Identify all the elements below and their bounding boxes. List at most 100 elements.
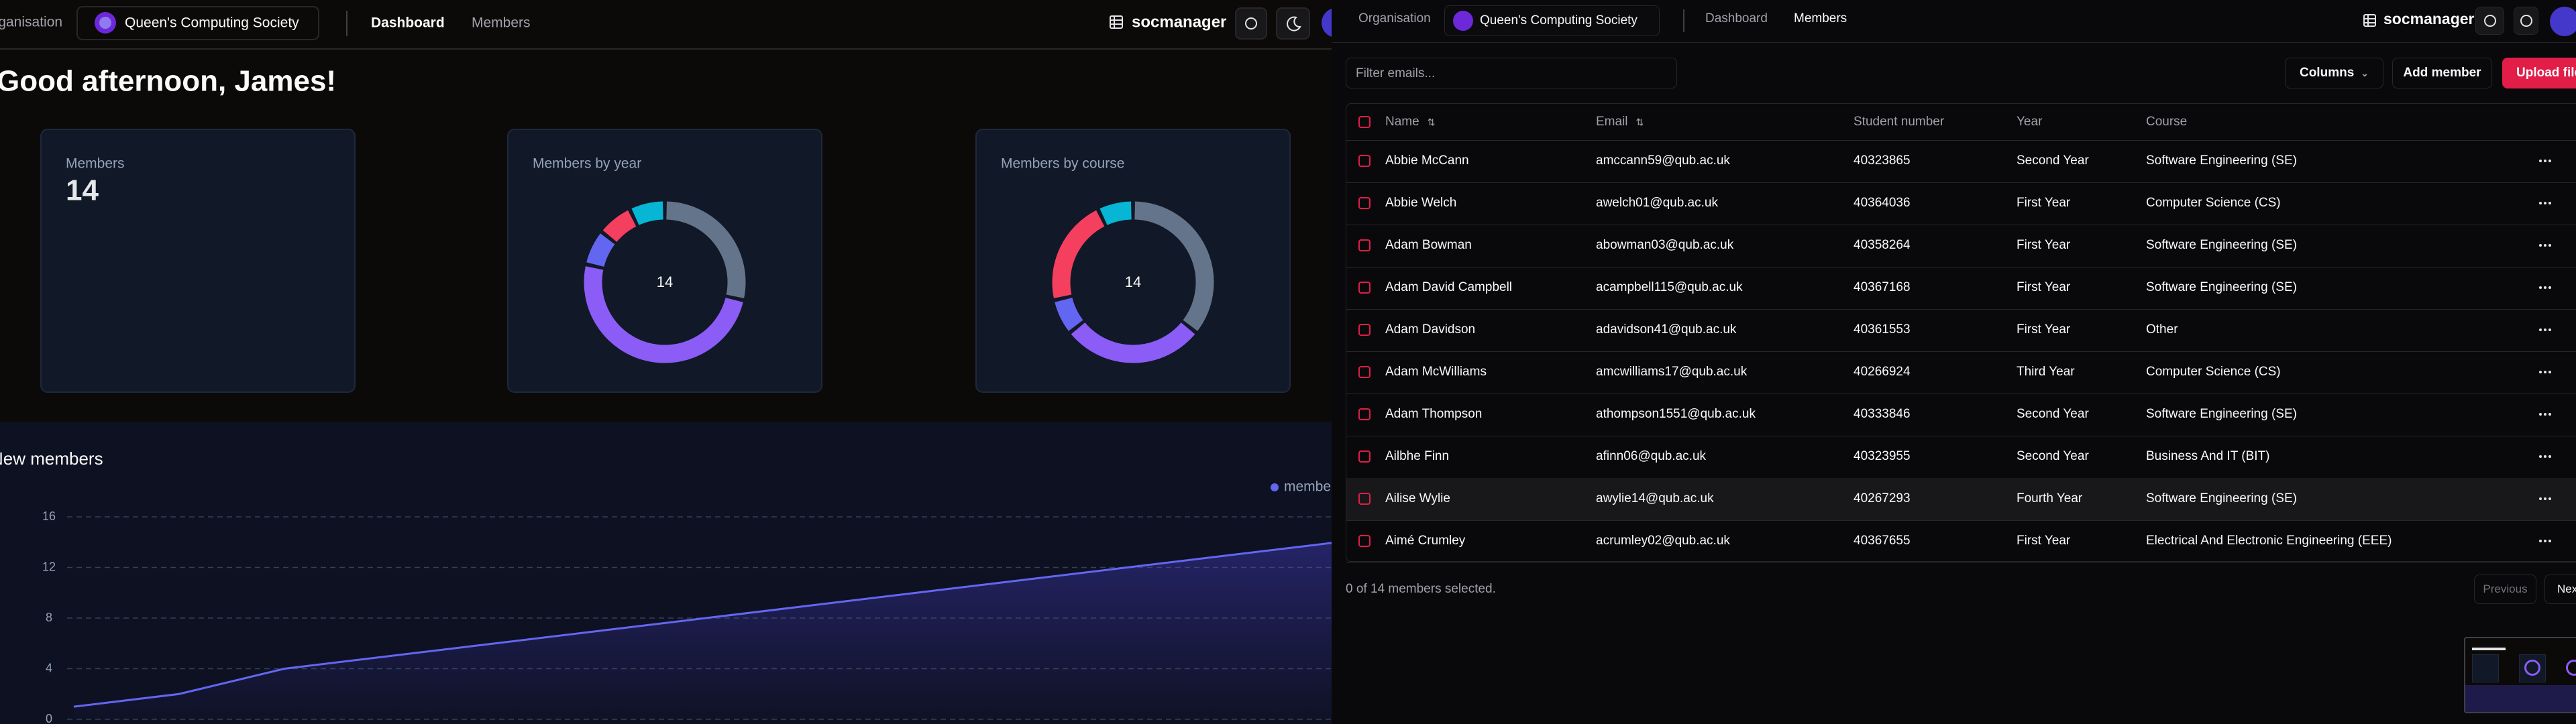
table-cell: Adam David Campbell	[1385, 280, 1513, 294]
checkbox[interactable]	[1358, 408, 1371, 420]
placeholder: Filter emails...	[1356, 66, 1436, 80]
stat-card	[40, 129, 356, 393]
table-cell: Software Engineering (SE)	[2146, 280, 2297, 294]
table-cell: Second Year	[2017, 407, 2089, 421]
nav-link[interactable]: Members	[1794, 11, 1847, 25]
header-label: Year	[2017, 115, 2043, 129]
table-row[interactable]: Adam McWilliams amcwilliams17@qub.ac.uk 40…	[1346, 351, 2576, 394]
add-member-button[interactable]: Add member	[2392, 58, 2492, 88]
nav-link[interactable]: Dashboard	[1705, 11, 1768, 25]
donut-segment[interactable]	[586, 233, 615, 267]
preview-thumbnail[interactable]	[2464, 637, 2576, 713]
row-actions[interactable]	[2539, 202, 2551, 204]
checkbox[interactable]	[1358, 155, 1371, 167]
row-actions[interactable]	[2539, 286, 2551, 289]
row-actions[interactable]	[2539, 371, 2551, 373]
donut-segment[interactable]	[602, 210, 637, 243]
checkbox[interactable]	[1358, 197, 1371, 209]
previous-button[interactable]: Previous	[2474, 575, 2536, 604]
table-row[interactable]: Abbie McCann amccann59@qub.ac.uk 40323865 S…	[1346, 140, 2576, 183]
table-cell: Adam Bowman	[1385, 238, 1472, 252]
row-actions[interactable]	[2539, 497, 2551, 500]
table-cell: First Year	[2017, 238, 2071, 252]
header-label: Student number	[1854, 115, 1945, 129]
columns-button[interactable]: Columns ⌄	[2285, 58, 2383, 88]
row-actions[interactable]	[2539, 413, 2551, 416]
checkbox[interactable]	[1358, 366, 1371, 378]
checkbox[interactable]	[1358, 450, 1371, 463]
table-cell: Electrical And Electronic Engineering (E…	[2146, 534, 2392, 548]
table-row[interactable]: Adam David Campbell acampbell115@qub.ac.u…	[1346, 267, 2576, 310]
table-row[interactable]: Aimé Crumley acrumley02@qub.ac.uk 40367655…	[1346, 520, 2576, 563]
theme-icon	[2520, 15, 2532, 27]
next-button[interactable]: Next	[2544, 575, 2576, 604]
row-actions[interactable]	[2539, 455, 2551, 458]
table-row[interactable]: Abbie Welch awelch01@qub.ac.uk 40364036 Fir…	[1346, 182, 2576, 225]
nav-link[interactable]: Dashboard	[371, 15, 445, 31]
column-header: Year	[2017, 114, 2042, 130]
filter-input[interactable]: Filter emails...	[1346, 58, 1677, 88]
row-actions[interactable]	[2539, 244, 2551, 247]
society-avatar-inner	[99, 17, 111, 29]
upload-button[interactable]: Upload file	[2502, 58, 2576, 88]
area	[74, 542, 1332, 719]
settings-button[interactable]	[1235, 7, 1267, 40]
donut-segment[interactable]	[665, 201, 746, 298]
table-cell: Business And IT (BIT)	[2146, 449, 2270, 463]
dot	[2548, 160, 2551, 162]
column-header[interactable]: Email ⇅	[1596, 114, 1644, 130]
dot	[2539, 286, 2542, 289]
row-actions[interactable]	[2539, 328, 2551, 331]
dot	[2548, 455, 2551, 458]
table-cell: amccann59@qub.ac.uk	[1596, 154, 1730, 168]
checkbox[interactable]	[1358, 535, 1371, 547]
checkbox[interactable]	[1358, 282, 1371, 294]
checkbox[interactable]	[1358, 116, 1371, 128]
donut-segment[interactable]	[1055, 297, 1083, 331]
nav-org[interactable]: Organisation	[0, 15, 62, 30]
column-header[interactable]: Name ⇅	[1385, 114, 1435, 130]
brand[interactable]: socmanager	[1132, 13, 1226, 31]
donut-segment[interactable]	[584, 266, 743, 363]
row-actions[interactable]	[2539, 540, 2551, 542]
table-row[interactable]: Ailise Wylie awylie14@qub.ac.uk 40267293 Fo…	[1346, 478, 2576, 521]
sort-icon: ⇅	[1635, 117, 1644, 127]
nav-org[interactable]: Organisation	[1358, 11, 1431, 25]
nav-link[interactable]: Members	[472, 15, 531, 31]
donut-segment[interactable]	[1099, 201, 1132, 225]
dot	[2544, 371, 2546, 373]
donut-segment[interactable]	[1134, 201, 1214, 331]
society-switcher[interactable]	[76, 6, 319, 40]
user-avatar[interactable]	[1322, 8, 1332, 38]
donut-segment[interactable]	[1052, 210, 1105, 298]
checkbox[interactable]	[1358, 239, 1371, 251]
theme-button[interactable]	[1276, 7, 1310, 40]
members-table: Name ⇅ Email ⇅ Student number Year Course Abbie…	[1346, 103, 2576, 563]
row-actions[interactable]	[2539, 160, 2551, 162]
table-row[interactable]: Adam Thompson athompson1551@qub.ac.uk 4033…	[1346, 394, 2576, 436]
button-label: Next	[2557, 583, 2576, 595]
table-cell: amcwilliams17@qub.ac.uk	[1596, 365, 1748, 379]
donut-segment[interactable]	[1071, 322, 1195, 363]
society-name[interactable]: Queen's Computing Society	[125, 15, 299, 31]
table-row[interactable]: Adam Bowman abowman03@qub.ac.uk 40358264 Fi…	[1346, 225, 2576, 267]
settings-button[interactable]	[2475, 7, 2504, 35]
y-tick-label: 12	[42, 560, 56, 573]
theme-button[interactable]	[2514, 7, 2538, 35]
donut-segment[interactable]	[631, 201, 664, 225]
checkbox[interactable]	[1358, 493, 1371, 505]
table-header: Name ⇅ Email ⇅ Student number Year Course	[1346, 104, 2576, 141]
checkbox[interactable]	[1358, 324, 1371, 336]
brand[interactable]: socmanager	[2383, 10, 2475, 27]
table-cell: 40358264	[1854, 238, 1911, 252]
table-row[interactable]: Adam Davidson adavidson41@qub.ac.uk 403615…	[1346, 309, 2576, 352]
dot	[2548, 413, 2551, 416]
user-avatar[interactable]	[2550, 7, 2576, 36]
dot	[2539, 413, 2542, 416]
table-row[interactable]: Ailbhe Finn afinn06@qub.ac.uk 40323955 Seco…	[1346, 436, 2576, 479]
table-cell: Ailise Wylie	[1385, 491, 1450, 505]
dot	[2548, 202, 2551, 204]
table-cell: afinn06@qub.ac.uk	[1596, 449, 1707, 463]
theme-icon	[1287, 16, 1301, 32]
society-switcher[interactable]: Queen's Computing Society	[1444, 5, 1660, 36]
